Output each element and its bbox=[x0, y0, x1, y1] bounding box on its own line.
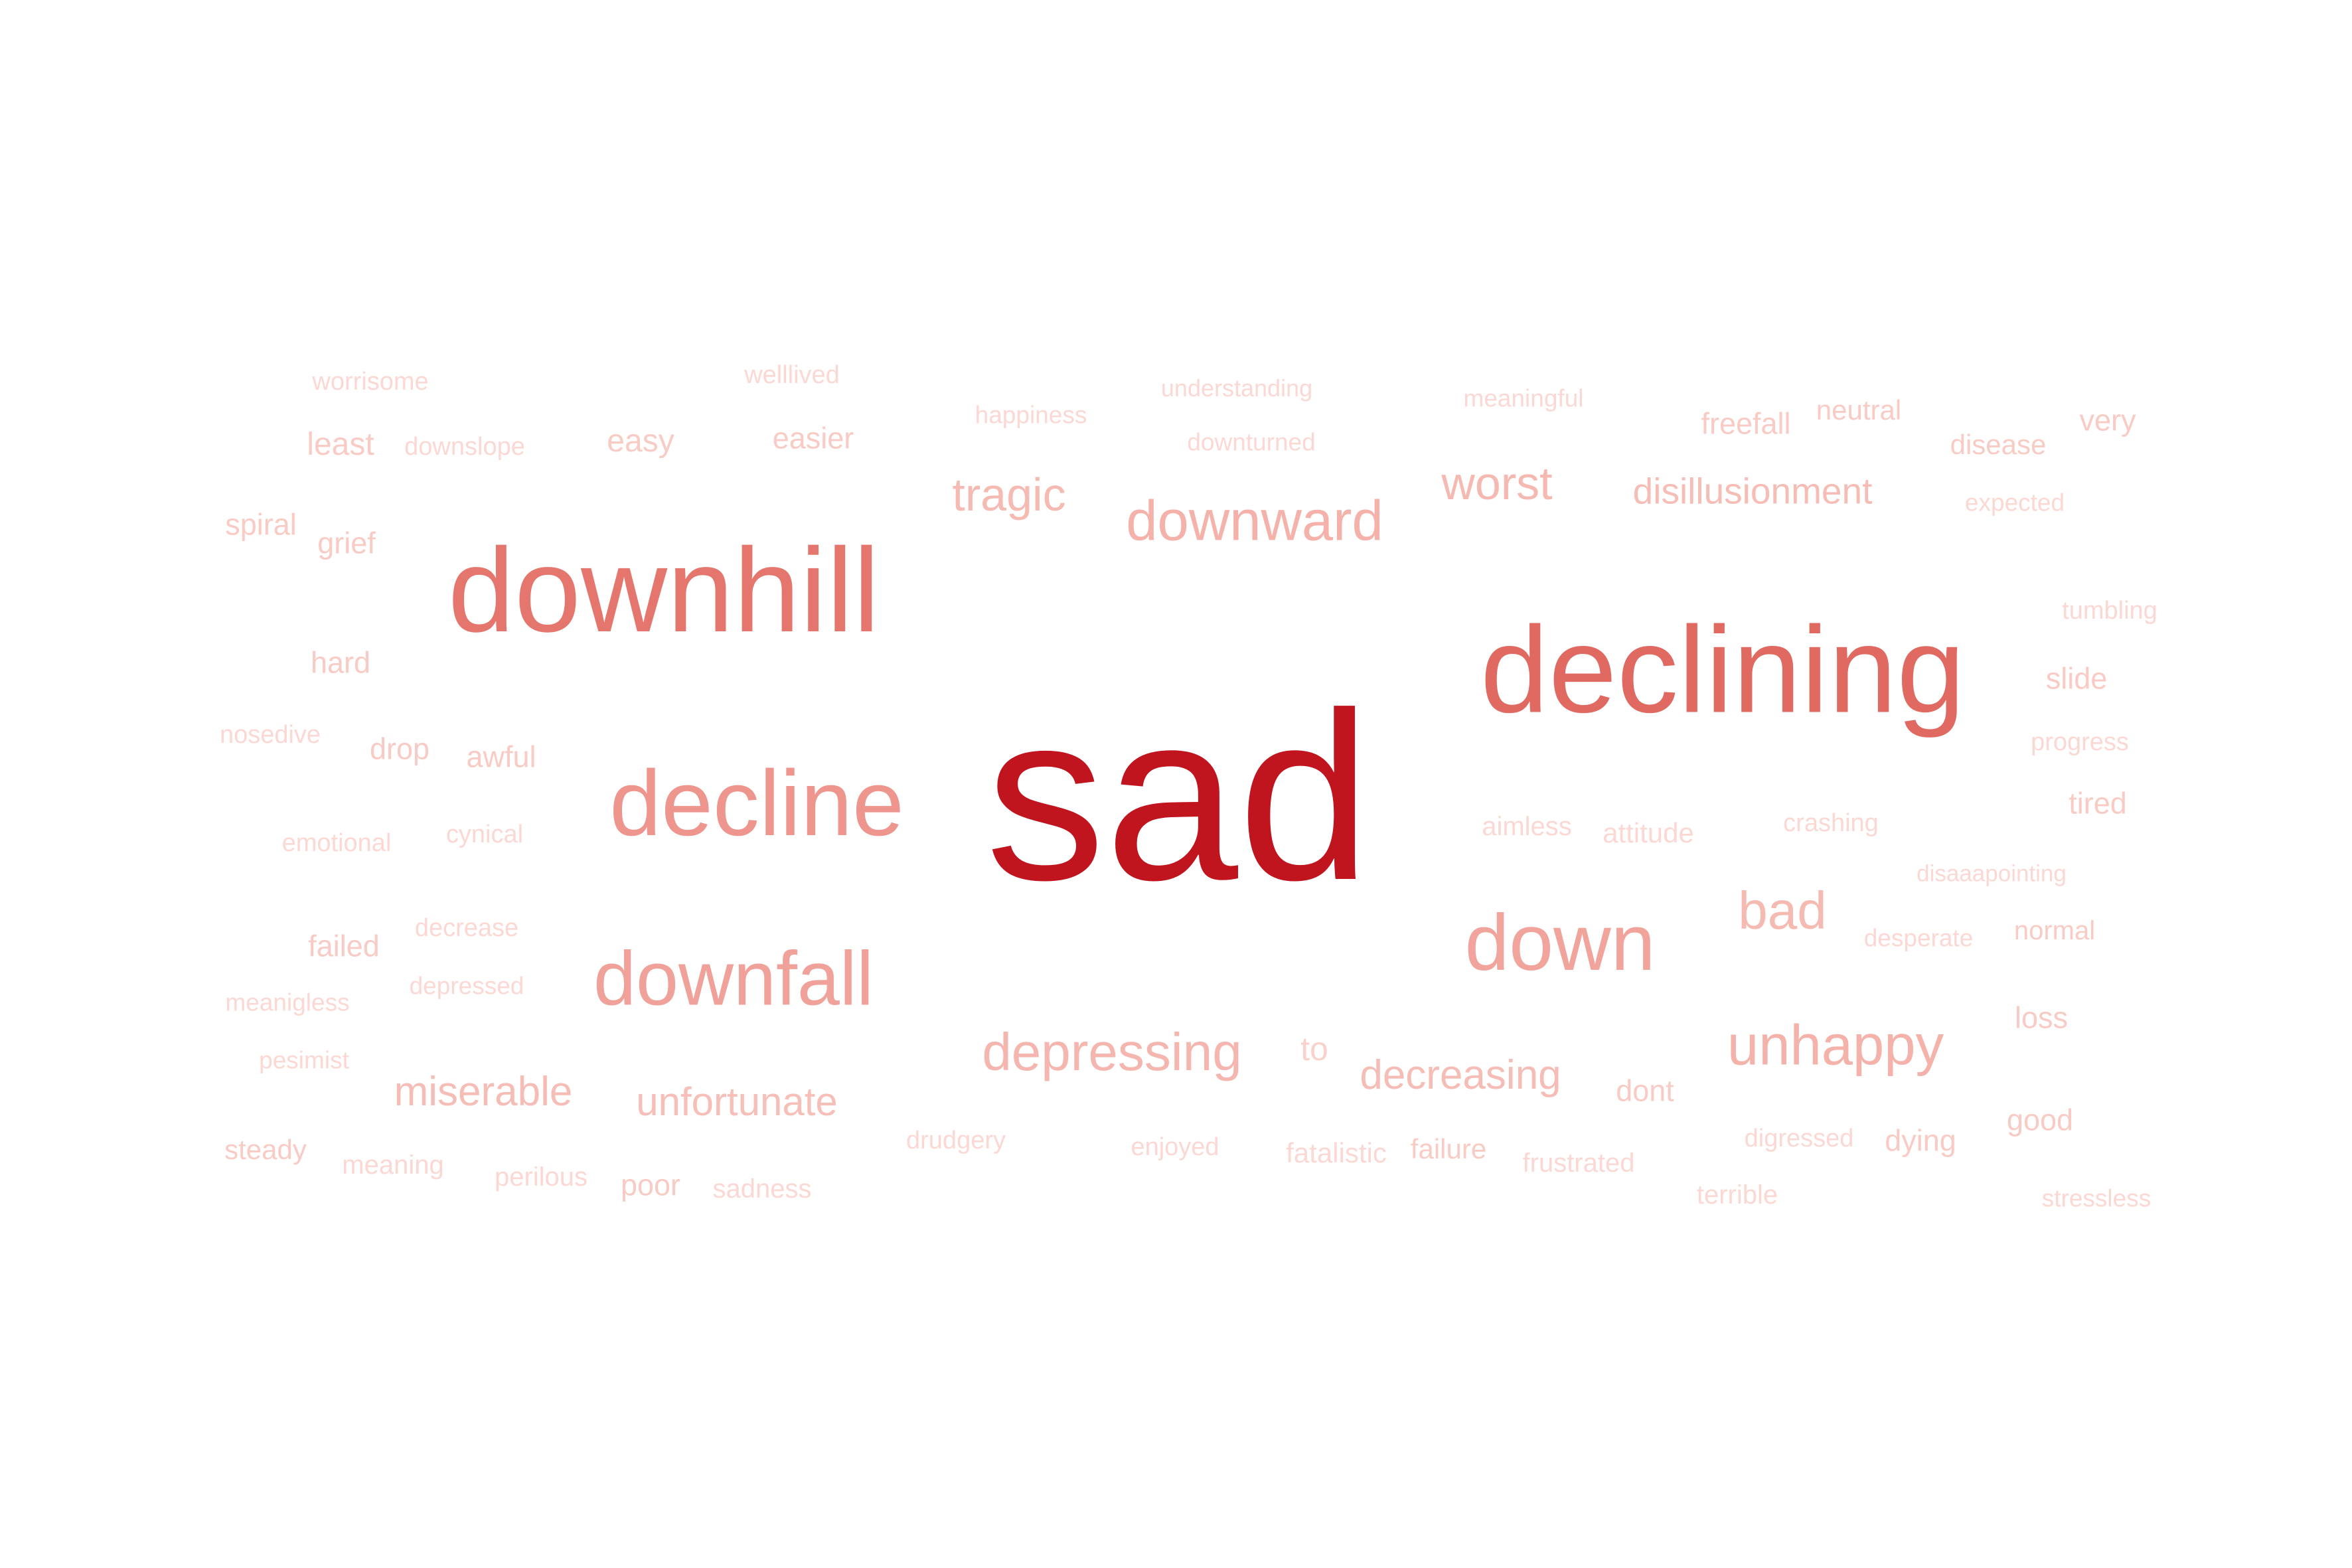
word: steady bbox=[224, 1134, 307, 1165]
word: unfortunate bbox=[636, 1079, 838, 1124]
word: tired bbox=[2069, 786, 2127, 821]
word: failure bbox=[1410, 1133, 1487, 1164]
word: grief bbox=[317, 526, 376, 560]
word: crashing bbox=[1783, 809, 1879, 837]
word: poor bbox=[620, 1168, 681, 1202]
word: expected bbox=[1964, 489, 2065, 516]
word: downfall bbox=[593, 936, 874, 1022]
word: digressed bbox=[1744, 1125, 1854, 1152]
word: spiral bbox=[225, 507, 297, 542]
word: down bbox=[1464, 898, 1656, 987]
word: downward bbox=[1126, 489, 1383, 553]
word: drop bbox=[369, 732, 430, 766]
word: meaning bbox=[342, 1150, 444, 1180]
word: nosedive bbox=[219, 721, 321, 749]
word: progress bbox=[2031, 728, 2129, 756]
word: disaaapointing bbox=[1917, 860, 2067, 887]
word: perilous bbox=[494, 1162, 588, 1192]
word: downturned bbox=[1187, 428, 1316, 456]
word: disease bbox=[1950, 429, 2047, 460]
word: sadness bbox=[712, 1174, 812, 1204]
word: drudgery bbox=[906, 1127, 1006, 1154]
word: cynical bbox=[445, 821, 524, 848]
word: very bbox=[2079, 403, 2136, 437]
word: hard bbox=[310, 645, 371, 680]
word: frustrated bbox=[1522, 1148, 1635, 1178]
word: decline bbox=[609, 751, 904, 855]
word: depressed bbox=[409, 972, 524, 1000]
word: slide bbox=[2045, 661, 2108, 696]
word: sad bbox=[985, 663, 1372, 930]
word: freefall bbox=[1701, 406, 1791, 441]
word: bad bbox=[1738, 881, 1827, 940]
word: declining bbox=[1480, 601, 1966, 739]
word: tragic bbox=[952, 469, 1066, 520]
word: downhill bbox=[447, 524, 880, 657]
word: understanding bbox=[1160, 374, 1313, 402]
word: dont bbox=[1616, 1073, 1674, 1108]
word: tumbling bbox=[2062, 597, 2157, 625]
word: aimless bbox=[1482, 812, 1572, 841]
word: meanigless bbox=[225, 988, 350, 1016]
word: normal bbox=[2013, 916, 2096, 945]
word: fatalistic bbox=[1286, 1137, 1387, 1168]
word: loss bbox=[2014, 1000, 2069, 1035]
word: stressless bbox=[2041, 1184, 2152, 1212]
word: meaningful bbox=[1463, 384, 1584, 412]
word: unhappy bbox=[1727, 1014, 1944, 1077]
word: good bbox=[2006, 1103, 2074, 1137]
word: dying bbox=[1885, 1123, 1956, 1158]
word: attitude bbox=[1603, 817, 1694, 848]
word: depressing bbox=[982, 1022, 1242, 1081]
word: emotional bbox=[281, 829, 392, 857]
word: disillusionment bbox=[1632, 470, 1873, 512]
word: decrease bbox=[414, 914, 519, 942]
word: desperate bbox=[1863, 924, 1974, 952]
word: least bbox=[307, 427, 374, 462]
word: awful bbox=[466, 740, 536, 774]
word: worst bbox=[1441, 457, 1553, 509]
word: downslope bbox=[404, 433, 525, 461]
word: terrible bbox=[1696, 1180, 1778, 1210]
word: easier bbox=[772, 421, 854, 455]
word: neutral bbox=[1816, 394, 1902, 426]
word: happiness bbox=[975, 401, 1087, 429]
word: enjoyed bbox=[1131, 1133, 1219, 1161]
word: pesimist bbox=[259, 1046, 349, 1074]
word: to bbox=[1300, 1030, 1328, 1067]
word: decreasing bbox=[1360, 1052, 1561, 1098]
word: worrisome bbox=[312, 368, 429, 396]
word: welllived bbox=[744, 361, 840, 389]
word: miserable bbox=[394, 1069, 573, 1115]
word: failed bbox=[308, 929, 380, 963]
word: easy bbox=[607, 424, 674, 459]
